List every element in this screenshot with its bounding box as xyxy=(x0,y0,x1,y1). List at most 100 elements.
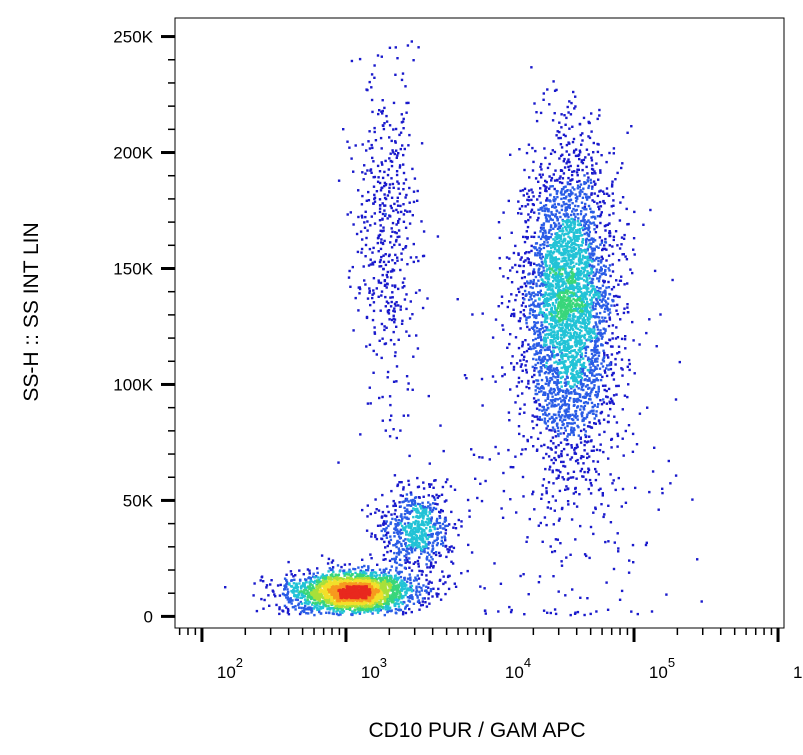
event-point xyxy=(369,610,372,613)
event-point xyxy=(373,222,377,225)
event-point xyxy=(542,405,545,409)
event-point xyxy=(602,279,605,282)
event-point xyxy=(384,528,387,531)
event-point xyxy=(581,161,585,165)
event-point xyxy=(298,569,301,572)
event-point xyxy=(518,412,521,416)
event-point xyxy=(471,313,474,316)
event-point xyxy=(378,339,381,342)
event-point xyxy=(562,460,565,464)
event-point xyxy=(627,383,630,386)
event-point xyxy=(384,608,388,611)
event-point xyxy=(597,294,600,298)
event-point xyxy=(553,206,556,209)
event-point xyxy=(588,386,591,390)
event-point xyxy=(556,248,559,252)
event-point xyxy=(621,374,624,377)
event-point xyxy=(403,559,407,562)
event-point xyxy=(593,288,596,291)
event-point xyxy=(623,283,626,286)
event-point xyxy=(545,256,549,259)
event-point xyxy=(559,234,562,237)
event-point xyxy=(523,187,527,190)
event-point xyxy=(536,437,540,440)
event-point xyxy=(387,260,390,263)
event-point xyxy=(529,261,533,265)
event-point xyxy=(384,558,387,561)
event-point xyxy=(578,350,582,353)
event-point xyxy=(627,571,631,574)
event-point xyxy=(592,221,595,224)
event-point xyxy=(537,382,540,386)
event-point xyxy=(383,204,386,207)
event-point xyxy=(404,178,408,181)
event-point xyxy=(550,323,553,326)
event-point xyxy=(606,302,610,305)
event-point xyxy=(393,152,396,156)
event-point xyxy=(527,382,530,385)
event-point xyxy=(588,331,592,335)
event-point xyxy=(563,252,566,256)
event-point xyxy=(542,269,545,272)
event-point xyxy=(404,587,407,590)
event-point xyxy=(541,255,545,259)
event-point xyxy=(537,581,541,584)
event-point xyxy=(560,197,563,201)
event-point xyxy=(539,201,542,204)
event-point xyxy=(428,506,431,510)
event-point xyxy=(436,542,439,545)
event-point xyxy=(543,299,546,302)
event-point xyxy=(538,416,541,419)
event-point xyxy=(384,263,388,267)
event-point xyxy=(410,584,414,588)
event-point xyxy=(533,102,536,105)
event-point xyxy=(564,185,567,188)
event-point xyxy=(409,525,412,528)
event-point xyxy=(390,565,393,568)
event-point xyxy=(448,523,451,526)
event-point xyxy=(431,508,435,512)
event-point xyxy=(422,495,425,498)
event-point xyxy=(565,150,568,153)
event-point xyxy=(400,519,403,523)
event-point xyxy=(583,192,586,196)
event-point xyxy=(626,223,629,226)
event-point xyxy=(560,126,563,129)
event-point xyxy=(597,331,601,335)
event-point xyxy=(551,255,554,258)
event-point xyxy=(530,436,533,439)
event-point xyxy=(601,284,605,287)
event-point xyxy=(552,250,555,253)
event-point xyxy=(594,231,598,234)
event-point xyxy=(525,371,528,374)
event-point xyxy=(440,539,443,542)
event-point xyxy=(570,456,574,459)
event-point xyxy=(567,257,570,260)
event-point xyxy=(421,509,425,513)
event-point xyxy=(378,568,382,571)
event-point xyxy=(596,328,600,331)
event-point xyxy=(573,349,576,352)
event-point xyxy=(603,244,606,247)
event-point xyxy=(562,186,566,189)
event-point xyxy=(577,426,580,429)
event-point xyxy=(572,427,576,430)
event-point xyxy=(422,254,426,258)
event-point xyxy=(307,606,311,609)
event-point xyxy=(339,613,342,616)
event-point xyxy=(474,477,477,480)
event-point xyxy=(417,525,420,528)
event-point xyxy=(420,527,423,531)
event-point xyxy=(544,317,547,320)
event-point xyxy=(576,445,579,449)
event-point xyxy=(366,220,369,223)
event-point xyxy=(517,425,521,428)
event-point xyxy=(579,437,582,441)
event-point xyxy=(574,416,578,419)
event-point xyxy=(577,246,581,249)
event-point xyxy=(381,109,384,113)
event-point xyxy=(594,357,598,361)
event-point xyxy=(602,297,605,300)
event-point xyxy=(368,130,371,133)
event-point xyxy=(409,256,413,259)
